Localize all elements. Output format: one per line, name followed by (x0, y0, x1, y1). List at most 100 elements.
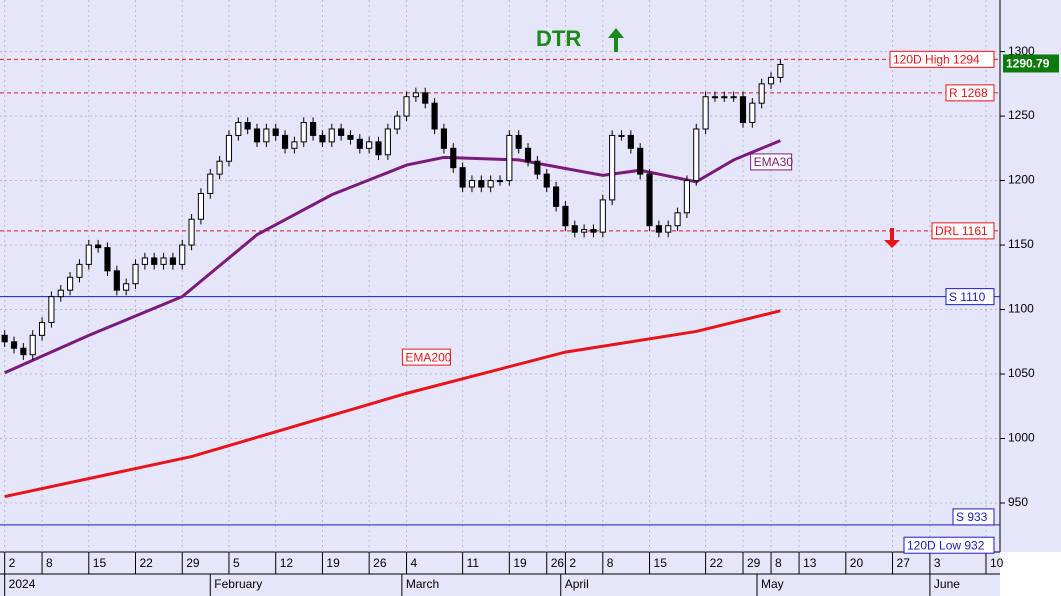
candle-body (459, 167, 466, 188)
candle-body (721, 96, 728, 99)
candle-body (767, 76, 775, 85)
candle-body (151, 257, 158, 265)
y-tick-label: 1250 (1008, 108, 1035, 122)
candle-body (375, 141, 382, 156)
candle-body (683, 180, 690, 214)
level-label-box (945, 288, 995, 306)
candle-body (38, 321, 46, 336)
x-tick-label: 27 (897, 556, 911, 570)
level-label-box (931, 222, 995, 240)
x-tick-label: 5 (233, 556, 240, 570)
candle-body (104, 247, 111, 272)
candle-body (328, 128, 335, 143)
candle-body (655, 225, 662, 233)
indicator-line (4, 309, 781, 499)
x-tick-label: 29 (747, 556, 761, 570)
candle-body (758, 83, 765, 104)
candle-body (235, 122, 242, 136)
candle-body (48, 296, 55, 323)
candle-body (394, 115, 401, 130)
last-price-box (1003, 54, 1059, 73)
x-tick-label: 29 (186, 556, 200, 570)
month-label: April (565, 577, 589, 591)
level-label: S 1110 (949, 290, 986, 304)
plot-background (0, 0, 1000, 552)
candle-body (711, 96, 719, 99)
level-label: 120D Low 932 (907, 538, 985, 552)
candle-body (263, 128, 270, 143)
candle-body (627, 134, 634, 149)
x-tick-label: 22 (140, 556, 154, 570)
x-tick-label: 15 (93, 556, 107, 570)
y-tick-label: 1050 (1008, 366, 1035, 380)
x-tick-label: 20 (850, 556, 864, 570)
candle-body (496, 180, 504, 183)
x-tick-label: 4 (411, 556, 418, 570)
x-tick-label: 2 (9, 556, 16, 570)
candle-body (739, 96, 747, 124)
candle-body (179, 244, 186, 265)
x-tick-label: 12 (280, 556, 294, 570)
y-tick-label: 1150 (1008, 237, 1034, 251)
legend-box (401, 348, 451, 366)
axis-background (1000, 0, 1061, 552)
candle-body (571, 225, 578, 233)
legend-label: EMA200 (405, 350, 451, 364)
candle-body (581, 229, 588, 233)
candle-body (618, 134, 625, 137)
candle-body (674, 212, 681, 227)
candle-body (450, 147, 457, 169)
candle-body (590, 229, 597, 233)
month-label: February (214, 577, 262, 591)
candle-body (169, 257, 176, 265)
candle-body (412, 92, 419, 98)
up-arrow (608, 28, 624, 52)
candle-body (160, 257, 167, 265)
candle-body (216, 160, 223, 175)
down-arrow (884, 228, 900, 248)
candle-body (384, 128, 391, 156)
y-tick-label: 1300 (1008, 44, 1035, 58)
candle-body (515, 134, 522, 149)
candle-body (85, 244, 92, 265)
candle-body (609, 134, 616, 201)
level-label-box (889, 50, 995, 68)
candle-body (693, 128, 700, 182)
x-tick-label: 11 (467, 556, 480, 570)
candle-body (197, 192, 205, 220)
candle-body (57, 289, 64, 298)
candle-body (562, 205, 569, 227)
candle-body (524, 147, 532, 162)
candle-body (1, 334, 8, 343)
legend-box (750, 153, 793, 171)
last-price: 1290.79 (1006, 57, 1050, 71)
y-tick-label: 1100 (1008, 302, 1034, 316)
candle-body (553, 186, 560, 207)
month-label: March (406, 577, 439, 591)
candle-body (534, 160, 541, 175)
candle-body (347, 134, 354, 140)
candle-body (646, 173, 653, 227)
candle-body (637, 147, 644, 175)
candle-body (10, 341, 18, 349)
candle-body (749, 102, 756, 124)
candle-body (272, 128, 279, 136)
x-tick-label: 8 (607, 556, 614, 570)
candle-body (188, 218, 195, 246)
level-label: 120D High 1294 (893, 52, 980, 66)
x-tick-label: 19 (326, 556, 340, 570)
x-tick-label: 8 (775, 556, 782, 570)
month-label: 2024 (9, 577, 36, 591)
candle-body (403, 96, 410, 117)
level-label-box (945, 84, 995, 102)
candle-body (29, 334, 36, 356)
candle-body (665, 225, 672, 233)
level-label: DRL 1161 (935, 224, 988, 238)
candle-body (95, 244, 102, 249)
candle-body (487, 180, 494, 188)
candle-body (20, 347, 27, 356)
candle-body (440, 128, 447, 149)
candle-body (777, 63, 784, 78)
x-tick-label: 13 (803, 556, 817, 570)
